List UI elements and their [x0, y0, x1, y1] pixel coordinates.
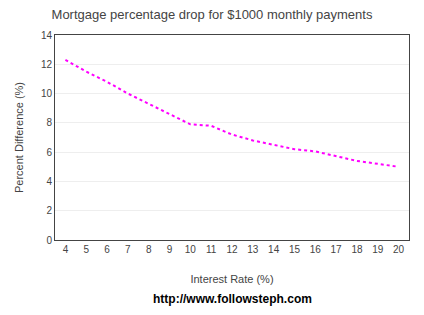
svg-text:11: 11 [206, 244, 217, 255]
svg-text:14: 14 [268, 244, 280, 255]
svg-text:8: 8 [146, 244, 152, 255]
svg-text:17: 17 [331, 244, 343, 255]
svg-text:Interest Rate (%): Interest Rate (%) [190, 273, 273, 285]
svg-text:Mortgage percentage drop for $: Mortgage percentage drop for $1000 month… [52, 7, 373, 22]
svg-text:20: 20 [393, 244, 405, 255]
svg-text:http://www.followsteph.com: http://www.followsteph.com [153, 292, 312, 306]
svg-text:4: 4 [46, 176, 52, 187]
svg-text:14: 14 [41, 30, 53, 41]
svg-text:2: 2 [46, 205, 52, 216]
svg-text:8: 8 [46, 117, 52, 128]
svg-text:13: 13 [247, 244, 259, 255]
svg-text:10: 10 [41, 88, 53, 99]
svg-text:12: 12 [41, 59, 53, 70]
svg-text:0: 0 [46, 235, 52, 246]
svg-text:6: 6 [104, 244, 110, 255]
svg-text:19: 19 [372, 244, 384, 255]
svg-text:9: 9 [167, 244, 173, 255]
svg-text:7: 7 [125, 244, 131, 255]
svg-text:10: 10 [185, 244, 197, 255]
svg-text:5: 5 [83, 244, 89, 255]
svg-text:15: 15 [289, 244, 301, 255]
svg-text:Percent Difference (%): Percent Difference (%) [13, 82, 25, 193]
svg-text:18: 18 [351, 244, 363, 255]
svg-text:4: 4 [63, 244, 69, 255]
svg-text:6: 6 [46, 147, 52, 158]
svg-text:16: 16 [310, 244, 322, 255]
svg-text:12: 12 [226, 244, 238, 255]
